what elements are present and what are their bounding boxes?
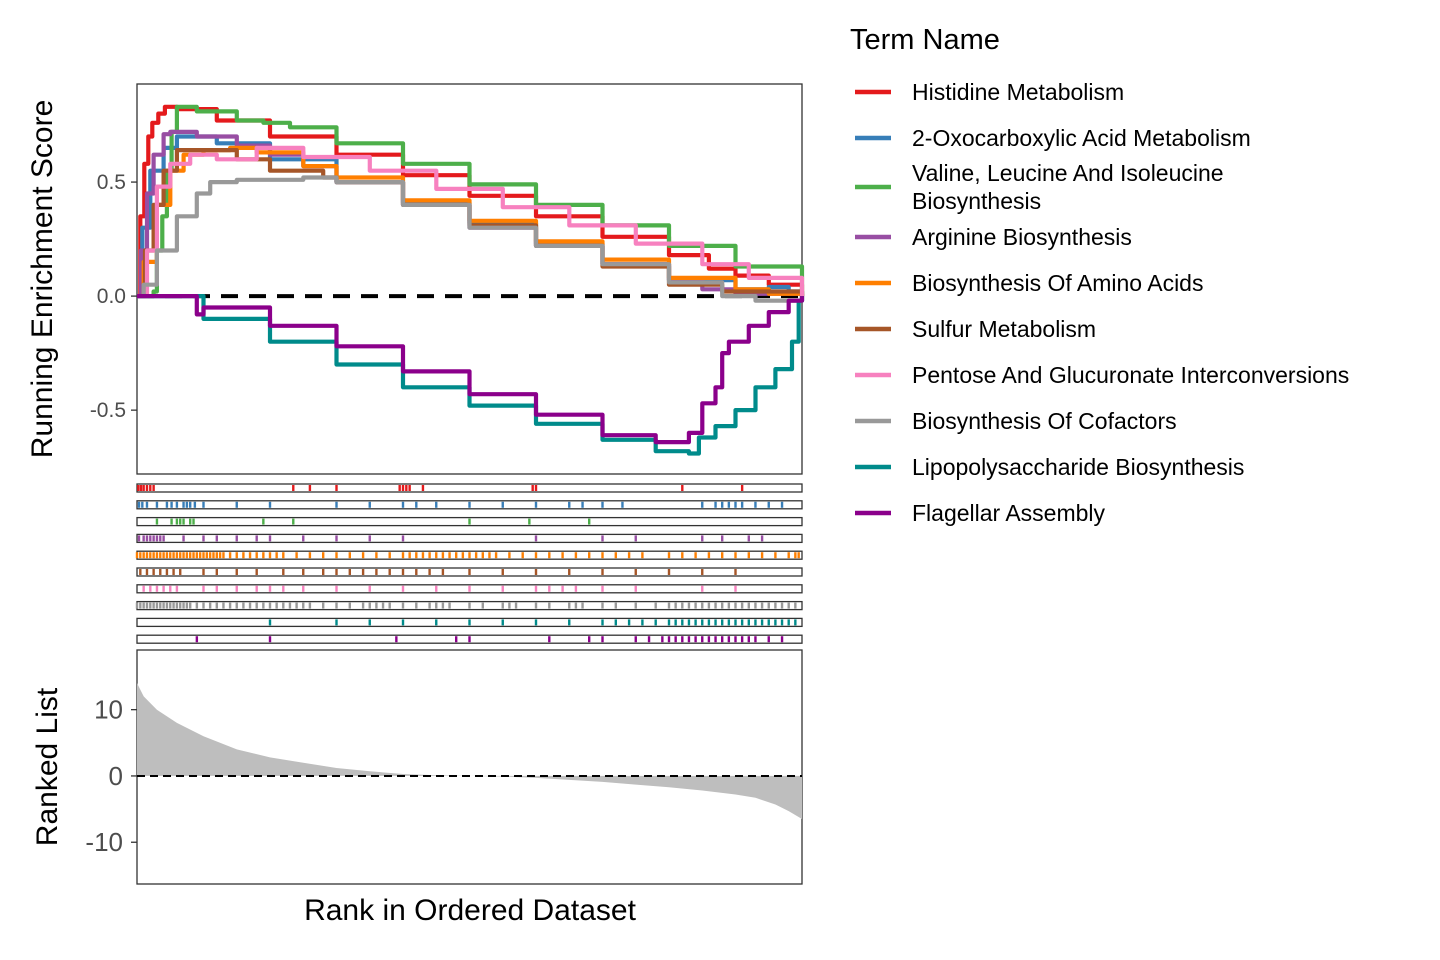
y-tick-label: 0.5 xyxy=(97,171,126,194)
series-line-flagellar-assembly xyxy=(137,294,805,445)
hit-track-2-oxocarboxylic-acid-metabolism xyxy=(136,500,803,510)
legend-label: Arginine Biosynthesis xyxy=(912,224,1132,250)
hit-track-arginine-biosynthesis xyxy=(136,533,803,544)
legend-item-pentose-and-glucuronate-interconversions: Pentose And Glucuronate Interconversions xyxy=(855,362,1349,388)
legend-label: Sulfur Metabolism xyxy=(912,316,1096,342)
running-enrichment-lines xyxy=(137,104,805,456)
ranked-list-panel: 10 0 -10 Ranked List Rank in Ordered Datas… xyxy=(31,649,803,927)
ranked-list-x-title: Rank in Ordered Dataset xyxy=(304,894,636,927)
legend-title: Term Name xyxy=(850,24,1000,56)
hit-track-biosynthesis-of-cofactors xyxy=(135,600,803,611)
hit-track-biosynthesis-of-amino-acids xyxy=(135,550,803,560)
legend-items: Histidine Metabolism 2-Oxocarboxylic Acid… xyxy=(855,79,1349,526)
legend-item-biosynthesis-of-amino-acids: Biosynthesis Of Amino Acids xyxy=(855,270,1203,296)
legend-label: Biosynthesis Of Amino Acids xyxy=(912,270,1203,296)
legend: Term Name Histidine Metabolism 2-Oxocarbo… xyxy=(850,24,1349,526)
legend-item-2-oxocarboxylic-acid-metabolism: 2-Oxocarboxylic Acid Metabolism xyxy=(855,125,1251,151)
series-line-lipopolysaccharide-biosynthesis xyxy=(137,294,805,456)
legend-item-valine-leucine-and-isoleucine-biosynthesis: Valine, Leucine And Isoleucine Biosynthes… xyxy=(855,160,1224,214)
series-line-pentose-and-glucuronate-interconversions xyxy=(137,145,805,299)
legend-label: 2-Oxocarboxylic Acid Metabolism xyxy=(912,125,1251,151)
hit-track-frame xyxy=(136,483,803,493)
y-tick-label: 0.0 xyxy=(97,285,126,308)
legend-item-arginine-biosynthesis: Arginine Biosynthesis xyxy=(855,224,1132,250)
y-tick-label: -10 xyxy=(85,827,123,857)
legend-item-flagellar-assembly: Flagellar Assembly xyxy=(855,500,1106,526)
hit-track-histidine-metabolism xyxy=(136,483,803,493)
hit-track-pentose-and-glucuronate-interconversions xyxy=(136,584,803,594)
hit-track-frame xyxy=(136,533,803,544)
ranked-list-y-title: Ranked List xyxy=(31,687,64,846)
legend-label: Pentose And Glucuronate Interconversions xyxy=(912,362,1349,388)
legend-item-biosynthesis-of-cofactors: Biosynthesis Of Cofactors xyxy=(855,408,1177,434)
hit-track-sulfur-metabolism xyxy=(136,567,803,577)
legend-label: Lipopolysaccharide Biosynthesis xyxy=(912,454,1244,480)
series-line-biosynthesis-of-cofactors xyxy=(137,175,805,303)
legend-item-sulfur-metabolism: Sulfur Metabolism xyxy=(855,316,1096,342)
hit-track-lipopolysaccharide-biosynthesis xyxy=(136,617,803,628)
legend-label: Histidine Metabolism xyxy=(912,79,1124,105)
running-enrichment-panel: 0.5 0.0 -0.5 Running Enrichment Score xyxy=(26,83,805,475)
legend-label: Valine, Leucine And Isoleucine Biosynthes… xyxy=(912,160,1224,214)
hit-track-valine-leucine-and-isoleucine-biosynthesis xyxy=(136,516,803,527)
legend-item-lipopolysaccharide-biosynthesis: Lipopolysaccharide Biosynthesis xyxy=(855,454,1244,480)
y-tick-label: -0.5 xyxy=(90,399,126,422)
legend-label: Biosynthesis Of Cofactors xyxy=(912,408,1177,434)
hit-marks-panel xyxy=(135,483,803,644)
hit-track-flagellar-assembly xyxy=(136,634,803,644)
running-enrichment-y-title: Running Enrichment Score xyxy=(26,100,59,459)
ranked-list-y-axis: 10 0 -10 xyxy=(85,695,137,857)
running-enrichment-y-axis: 0.5 0.0 -0.5 xyxy=(90,171,137,422)
legend-item-histidine-metabolism: Histidine Metabolism xyxy=(855,79,1124,105)
y-tick-label: 10 xyxy=(94,695,123,725)
y-tick-label: 0 xyxy=(109,761,123,791)
legend-label: Flagellar Assembly xyxy=(912,500,1106,526)
